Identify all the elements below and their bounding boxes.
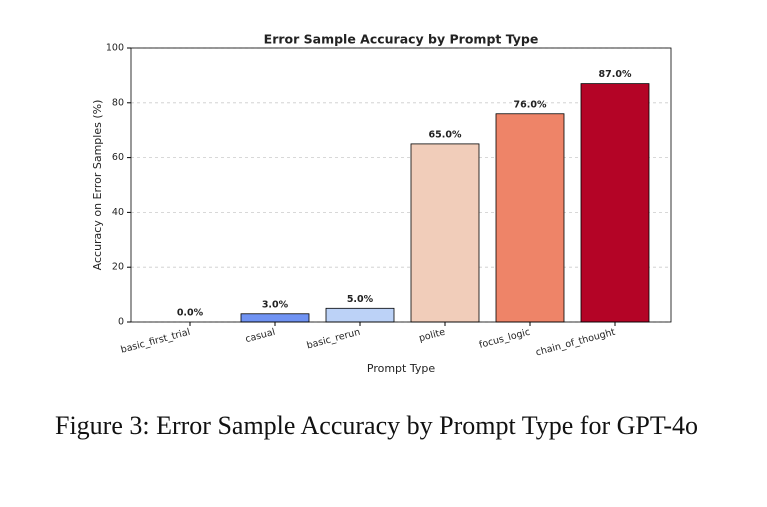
y-tick-label: 60 — [112, 152, 124, 163]
x-axis-label: Prompt Type — [367, 362, 435, 375]
value-label: 3.0% — [262, 299, 289, 310]
value-label: 0.0% — [177, 308, 204, 319]
figure-caption: Figure 3: Error Sample Accuracy by Promp… — [55, 411, 699, 440]
x-tick-label: polite — [418, 327, 447, 345]
y-tick-label: 20 — [112, 262, 124, 273]
y-tick-label: 100 — [106, 43, 124, 54]
bar — [580, 83, 650, 323]
plot-frame — [130, 47, 672, 323]
y-axis-label: Accuracy on Error Samples (%) — [91, 100, 104, 271]
bar — [240, 313, 310, 323]
y-tick-label: 40 — [112, 207, 124, 218]
value-label: 76.0% — [514, 99, 547, 110]
chart: Error Sample Accuracy by Prompt Type Pro… — [91, 32, 672, 375]
bar — [495, 113, 565, 323]
y-tick-label: 80 — [112, 97, 124, 108]
x-tick-label: chain_of_thought — [535, 327, 617, 359]
value-label: 5.0% — [347, 294, 374, 305]
y-tick-label: 0 — [118, 317, 124, 328]
chart-title: Error Sample Accuracy by Prompt Type — [264, 32, 539, 47]
value-label: 87.0% — [599, 69, 632, 80]
x-tick-label: basic_rerun — [306, 327, 362, 352]
x-tick-label: basic_first_trial — [120, 327, 192, 356]
bar — [410, 143, 480, 323]
value-label: 65.0% — [429, 129, 462, 140]
x-tick-label: focus_logic — [478, 327, 532, 351]
bar — [325, 307, 395, 323]
x-tick-label: casual — [244, 327, 276, 346]
